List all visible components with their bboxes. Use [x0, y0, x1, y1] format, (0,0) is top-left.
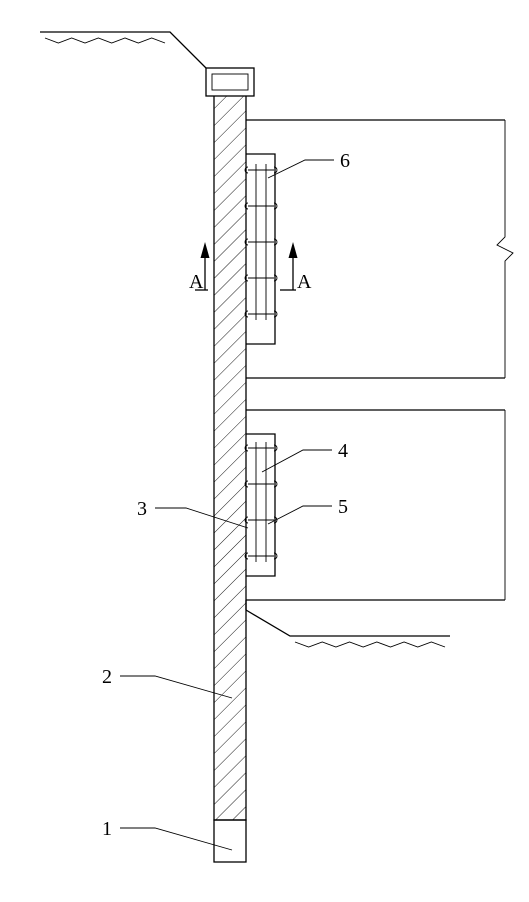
label-1-text: 1	[102, 818, 112, 840]
section-arrow-left-arrowhead	[201, 242, 210, 258]
upper-dowel-0	[245, 167, 277, 173]
label-6-leader	[268, 160, 334, 178]
label-2-text: 2	[102, 666, 112, 688]
ground-surface-left	[40, 32, 206, 68]
upper-dowel-2	[245, 239, 277, 245]
wall-toe	[214, 820, 246, 862]
upper-dowel-3	[245, 275, 277, 281]
diaphragm-wall-hatched	[214, 80, 246, 820]
section-arrow-right-arrowhead	[289, 242, 298, 258]
lower-dowel-1	[245, 481, 277, 487]
upper-dowel-4	[245, 311, 277, 317]
engineering-cross-section: A A 1 2 3 4 5 6	[0, 0, 529, 902]
label-4-text: 4	[338, 440, 348, 462]
section-arrow-left-label: A	[189, 271, 204, 293]
label-6-text: 6	[340, 150, 350, 172]
ground-hatch-left	[45, 38, 165, 43]
label-4-leader	[262, 450, 332, 472]
slab-upper-inner	[246, 154, 275, 344]
label-1-leader	[120, 828, 232, 850]
lower-dowel-0	[245, 445, 277, 451]
label-3-text: 3	[137, 498, 147, 520]
label-5-leader	[268, 506, 332, 524]
section-arrow-right-label: A	[297, 271, 312, 293]
cap-beam-outer	[206, 68, 254, 96]
slab-lower-inner	[246, 434, 275, 576]
ground-hatch-right	[295, 642, 445, 647]
slab-upper-break-line	[497, 120, 513, 378]
upper-dowel-1	[245, 203, 277, 209]
ground-surface-right	[246, 610, 450, 636]
label-5-text: 5	[338, 496, 348, 518]
lower-dowel-3	[245, 553, 277, 559]
